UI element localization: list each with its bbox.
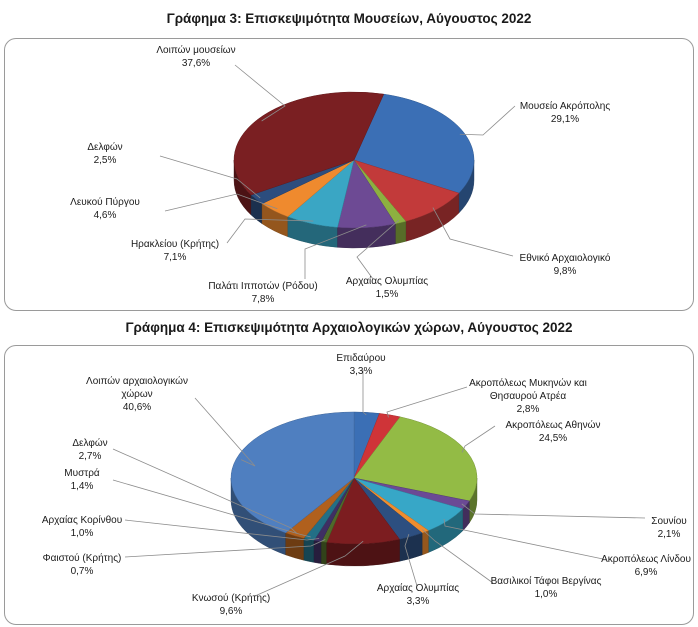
sites-category-label: Θησαυρού Ατρέα — [490, 390, 566, 402]
sites-leader-line — [124, 539, 326, 558]
sites-category-label: Αρχαίας Ολυμπίας — [377, 582, 459, 594]
chart-panel-museums: Μουσείο Ακρόπολης 29,1% Εθνικό Αρχαιολογικ… — [4, 38, 694, 311]
sites-category-label: χώρων — [121, 388, 152, 400]
sites-category-label: Σουνίου — [651, 515, 686, 527]
sites-category-label: Κνωσού (Κρήτης) — [192, 592, 270, 604]
pie-chart-archaeological-sites: Επιδαύρου 3,3% Ακροπόλεως Μυκηνών καιΘησαυ… — [42, 352, 691, 617]
sites-value-label: 0,7% — [71, 566, 94, 577]
museums-value-label: 7,1% — [164, 252, 187, 263]
museums-category-label: Λοιπών μουσείων — [156, 44, 235, 56]
sites-data-labels: Επιδαύρου 3,3% Ακροπόλεως Μυκηνών καιΘησαυ… — [42, 352, 691, 617]
sites-leader-line — [124, 519, 320, 541]
sites-category-label: Ακροπόλεως Αθηνών — [506, 419, 601, 431]
chart-title-archaeological-sites: Γράφημα 4: Επισκεψιμότητα Αρχαιολογικών … — [125, 320, 573, 335]
museums-pie-slice-μουσείο-ακρόπολης — [353, 93, 475, 194]
sites-pie-side-μυστρά — [303, 538, 315, 563]
museums-category-label: Μουσείο Ακρόπολης — [520, 100, 610, 112]
museums-leader-line — [432, 207, 514, 257]
sites-category-label: Φαιστού (Κρήτης) — [43, 552, 122, 564]
museums-data-labels: Μουσείο Ακρόπολης 29,1% Εθνικό Αρχαιολογικ… — [70, 44, 611, 305]
museums-leader-line — [304, 224, 367, 279]
chart-title-museums: Γράφημα 3: Επισκεψιμότητα Μουσείων, Αύγο… — [166, 11, 532, 26]
sites-value-label: 1,0% — [535, 589, 558, 600]
museums-category-label: Δελφών — [87, 141, 122, 153]
museums-leader-line — [159, 155, 261, 199]
museums-pie-sides — [233, 159, 475, 249]
sites-value-label: 9,6% — [220, 606, 243, 617]
sites-category-label: Αρχαίας Κορίνθου — [42, 514, 122, 526]
museums-pie-slice-εθνικό-αρχαιολογικό — [353, 159, 460, 222]
sites-value-label: 24,5% — [539, 433, 567, 444]
sites-value-label: 2,8% — [517, 404, 540, 415]
museums-pie-top — [233, 91, 475, 229]
sites-leader-line — [386, 386, 468, 418]
museums-value-label: 4,6% — [94, 210, 117, 221]
sites-category-label: Ακροπόλεως Μυκηνών και — [469, 377, 587, 389]
sites-value-label: 2,1% — [658, 529, 681, 540]
museums-value-label: 1,5% — [376, 289, 399, 300]
sites-category-label: Λοιπών αρχαιολογικών — [86, 375, 188, 387]
sites-leader-line — [112, 448, 298, 534]
sites-value-label: 1,0% — [71, 528, 94, 539]
sites-pie-slice-κνωσού-κρήτης — [326, 477, 401, 545]
sites-leader-line — [404, 533, 418, 587]
sites-value-label: 6,9% — [635, 567, 658, 578]
museums-value-label: 2,5% — [94, 155, 117, 166]
museums-leader-line — [356, 219, 400, 280]
museums-value-label: 37,6% — [182, 58, 210, 69]
sites-pie-top — [230, 411, 478, 545]
sites-pie-slice-λοιπών-αρχαιολογικών-χώρων — [230, 411, 355, 534]
museums-value-label: 9,8% — [554, 266, 577, 277]
sites-category-label: Δελφών — [72, 437, 107, 449]
chart-panel-archaeological-sites: Επιδαύρου 3,3% Ακροπόλεως Μυκηνών και Θησαυ… — [4, 345, 694, 625]
sites-leader-line — [362, 370, 367, 416]
sites-leader-line — [461, 503, 646, 519]
museums-category-label: Παλάτι Ιπποτών (Ρόδου) — [208, 280, 317, 292]
sites-value-label: 3,3% — [407, 596, 430, 607]
museums-category-label: Εθνικό Αρχαιολογικό — [520, 252, 611, 264]
museums-leader-line — [234, 64, 286, 122]
sites-category-label: Βασιλικοί Τάφοι Βεργίνας — [491, 575, 602, 587]
sites-value-label: 2,7% — [79, 451, 102, 462]
sites-pie-side-φαιστού-κρήτης — [321, 541, 327, 565]
museums-value-label: 29,1% — [551, 114, 579, 125]
sites-pie-sides — [230, 477, 478, 567]
pie-chart-museums: Μουσείο Ακρόπολης 29,1% Εθνικό Αρχαιολογικ… — [70, 44, 611, 305]
museums-value-label: 7,8% — [252, 294, 275, 305]
museums-category-label: Λευκού Πύργου — [70, 196, 140, 208]
sites-leader-line — [443, 518, 604, 560]
museums-pie-side-αρχαίας-ολυμπίας — [395, 221, 407, 245]
museums-leader-line — [226, 218, 314, 244]
museums-category-label: Αρχαίας Ολυμπίας — [346, 275, 428, 287]
sites-category-label: Επιδαύρου — [336, 352, 385, 364]
sites-leader-line — [194, 397, 256, 467]
sites-value-label: 40,6% — [123, 402, 151, 413]
museums-pie-slice-λοιπών-μουσείων — [233, 91, 385, 196]
sites-category-label: Ακροπόλεως Λίνδου — [601, 553, 691, 565]
sites-leader-line — [254, 540, 364, 597]
sites-leader-line — [422, 529, 494, 584]
sites-leader-line — [112, 479, 311, 538]
museums-leader-line — [459, 105, 516, 136]
museums-leader-line — [164, 193, 278, 212]
sites-value-label: 3,3% — [350, 366, 373, 377]
sites-pie-slice-ακροπόλεως-αθηνών — [353, 416, 478, 502]
sites-leader-line — [461, 425, 496, 453]
sites-value-label: 1,4% — [71, 481, 94, 492]
museums-category-label: Ηρακλείου (Κρήτης) — [131, 238, 219, 250]
sites-category-label: Μυστρά — [64, 467, 100, 479]
